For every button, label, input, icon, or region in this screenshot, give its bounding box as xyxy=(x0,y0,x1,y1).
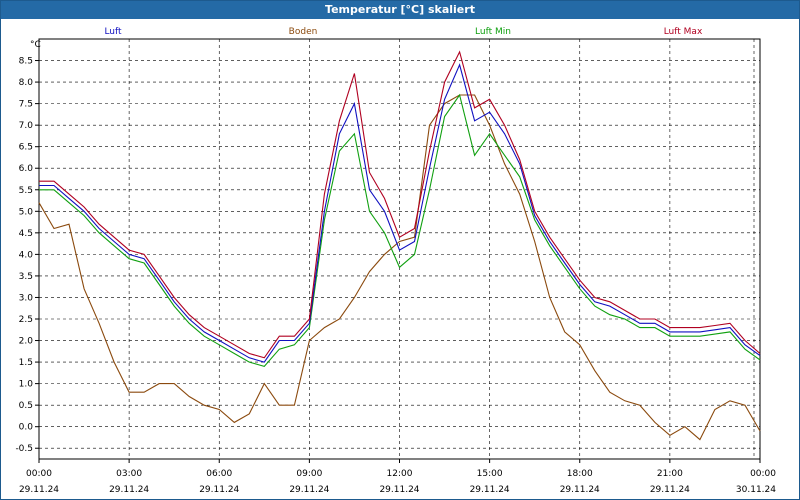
y-tick-label: 8.5 xyxy=(19,57,33,67)
y-tick-label: 7.5 xyxy=(19,100,33,110)
y-tick-label: 1.5 xyxy=(19,358,33,368)
series-line-luft-max xyxy=(39,50,761,359)
series-line-luft-min xyxy=(39,93,761,368)
y-tick-label: 4.5 xyxy=(19,229,33,239)
legend-item-boden: Boden xyxy=(289,27,318,37)
y-tick-label: 3.5 xyxy=(19,272,33,282)
x-tick-date-label: 29.11.24 xyxy=(650,485,690,495)
x-tick-date-label: 30.11.24 xyxy=(736,485,776,495)
x-tick-time-label: 12:00 xyxy=(387,469,413,479)
series-line-luft xyxy=(39,63,761,363)
series-line-boden xyxy=(38,94,761,441)
x-tick-time-label: 09:00 xyxy=(296,469,322,479)
x-tick-date-label: 29.11.24 xyxy=(379,485,419,495)
y-tick-label: 2.0 xyxy=(19,337,34,347)
x-tick-time-label: 06:00 xyxy=(206,469,232,479)
x-tick-time-label: 00:00 xyxy=(750,469,776,479)
y-tick-label: 6.0 xyxy=(19,164,34,174)
y-tick-label: 8.0 xyxy=(19,78,34,88)
legend-item-luft: Luft xyxy=(104,27,122,37)
x-tick-date-label: 29.11.24 xyxy=(19,485,59,495)
x-tick-time-label: 18:00 xyxy=(567,469,593,479)
legend-item-luft-max: Luft Max xyxy=(664,27,703,37)
x-tick-time-label: 00:00 xyxy=(26,469,52,479)
y-tick-label: 7.0 xyxy=(19,121,34,131)
y-tick-label: 5.5 xyxy=(19,186,33,196)
y-tick-label: 6.5 xyxy=(19,143,33,153)
y-tick-label: 1.0 xyxy=(19,380,34,390)
chart-title: Temperatur [°C] skaliert xyxy=(1,1,799,19)
x-tick-time-label: 21:00 xyxy=(657,469,683,479)
x-tick-date-label: 29.11.24 xyxy=(560,485,600,495)
legend-item-luft-min: Luft Min xyxy=(475,27,511,37)
x-tick-date-label: 29.11.24 xyxy=(470,485,510,495)
x-tick-time-label: 03:00 xyxy=(116,469,142,479)
y-tick-label: 0.5 xyxy=(19,401,33,411)
y-tick-label: 0.0 xyxy=(19,423,34,433)
y-tick-label: 4.0 xyxy=(19,250,34,260)
x-tick-time-label: 15:00 xyxy=(477,469,503,479)
x-tick-date-label: 29.11.24 xyxy=(109,485,149,495)
y-axis-unit-label: °C xyxy=(30,40,41,50)
y-tick-label: -0.5 xyxy=(15,444,33,454)
x-tick-date-label: 29.11.24 xyxy=(199,485,239,495)
x-tick-date-label: 29.11.24 xyxy=(289,485,329,495)
y-tick-label: 5.0 xyxy=(19,207,34,217)
y-tick-label: 2.5 xyxy=(19,315,33,325)
y-tick-label: 3.0 xyxy=(19,293,34,303)
